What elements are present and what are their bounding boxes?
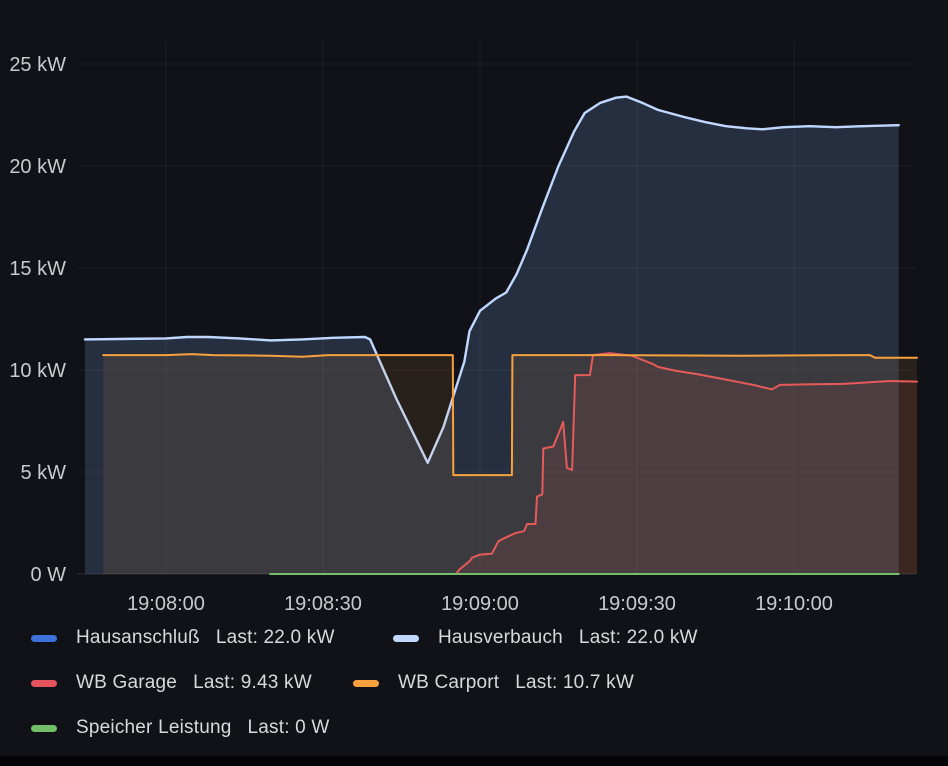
legend-label-wb-carport[interactable]: WB Carport: [398, 672, 500, 693]
legend-row-3: Speicher Leistung Last: 0 W: [31, 717, 948, 739]
legend-swatch-hausverbauch: [393, 634, 419, 642]
legend-last-wb-garage: Last: 9.43 kW: [193, 672, 312, 693]
legend-label-hausanschluss[interactable]: Hausanschluß: [76, 627, 200, 648]
legend-row-2: WB Garage Last: 9.43 kW WB Carport Last:…: [31, 672, 948, 694]
y-tick-label: 20 kW: [9, 156, 66, 178]
y-tick-label: 5 kW: [20, 462, 66, 484]
y-tick-label: 25 kW: [9, 54, 66, 76]
series-area-1: [84, 96, 899, 574]
legend-label-speicher-leistung[interactable]: Speicher Leistung: [76, 717, 232, 738]
legend-swatch-wb-garage: [31, 679, 57, 687]
legend-last-hausverbauch: Last: 22.0 kW: [578, 627, 698, 648]
legend-item-hausverbauch[interactable]: Hausverbauch Last: 22.0 kW: [393, 627, 698, 649]
legend-row-1: Hausanschluß Last: 22.0 kW Hausverbauch …: [31, 627, 948, 649]
legend-swatch-hausanschluss: [31, 634, 57, 642]
legend-last-wb-carport: Last: 10.7 kW: [515, 672, 635, 693]
legend-label-hausverbauch[interactable]: Hausverbauch: [438, 627, 563, 648]
legend-last-hausanschluss: Last: 22.0 kW: [215, 627, 335, 648]
legend: Hausanschluß Last: 22.0 kW Hausverbauch …: [0, 627, 948, 739]
x-tick-label: 19:09:00: [441, 593, 519, 615]
legend-swatch-wb-carport: [353, 679, 379, 687]
series-line-3: [102, 353, 918, 477]
y-tick-label: 15 kW: [9, 258, 66, 280]
legend-item-speicher-leistung[interactable]: Speicher Leistung Last: 0 W: [31, 717, 330, 739]
series-line-1: [83, 95, 900, 464]
timeseries-panel[interactable]: 0 W 5 kW 10 kW 15 kW 20 kW 25 kW 19:08:00 19:08…: [0, 0, 948, 620]
series-area-2: [427, 353, 917, 574]
legend-item-hausanschluss[interactable]: Hausanschluß Last: 22.0 kW: [31, 627, 393, 649]
legend-last-speicher-leistung: Last: 0 W: [247, 717, 330, 738]
timeseries-chart[interactable]: 0 W 5 kW 10 kW 15 kW 20 kW 25 kW 19:08:00 19:08…: [0, 0, 948, 620]
legend-swatch-speicher-leistung: [31, 724, 57, 732]
x-tick-label: 19:08:30: [284, 593, 362, 615]
series-line-2: [426, 352, 918, 575]
x-tick-label: 19:08:00: [127, 593, 205, 615]
x-tick-label: 19:10:00: [755, 593, 833, 615]
legend-item-wb-garage[interactable]: WB Garage Last: 9.43 kW: [31, 672, 353, 694]
bottom-bar: [0, 756, 948, 766]
y-tick-label: 0 W: [30, 564, 66, 586]
y-tick-label: 10 kW: [9, 360, 66, 382]
legend-item-wb-carport[interactable]: WB Carport Last: 10.7 kW: [353, 672, 634, 694]
x-tick-label: 19:09:30: [598, 593, 676, 615]
series-area-0: [84, 96, 899, 574]
series-area-3: [103, 354, 917, 574]
legend-label-wb-garage[interactable]: WB Garage: [76, 672, 178, 693]
